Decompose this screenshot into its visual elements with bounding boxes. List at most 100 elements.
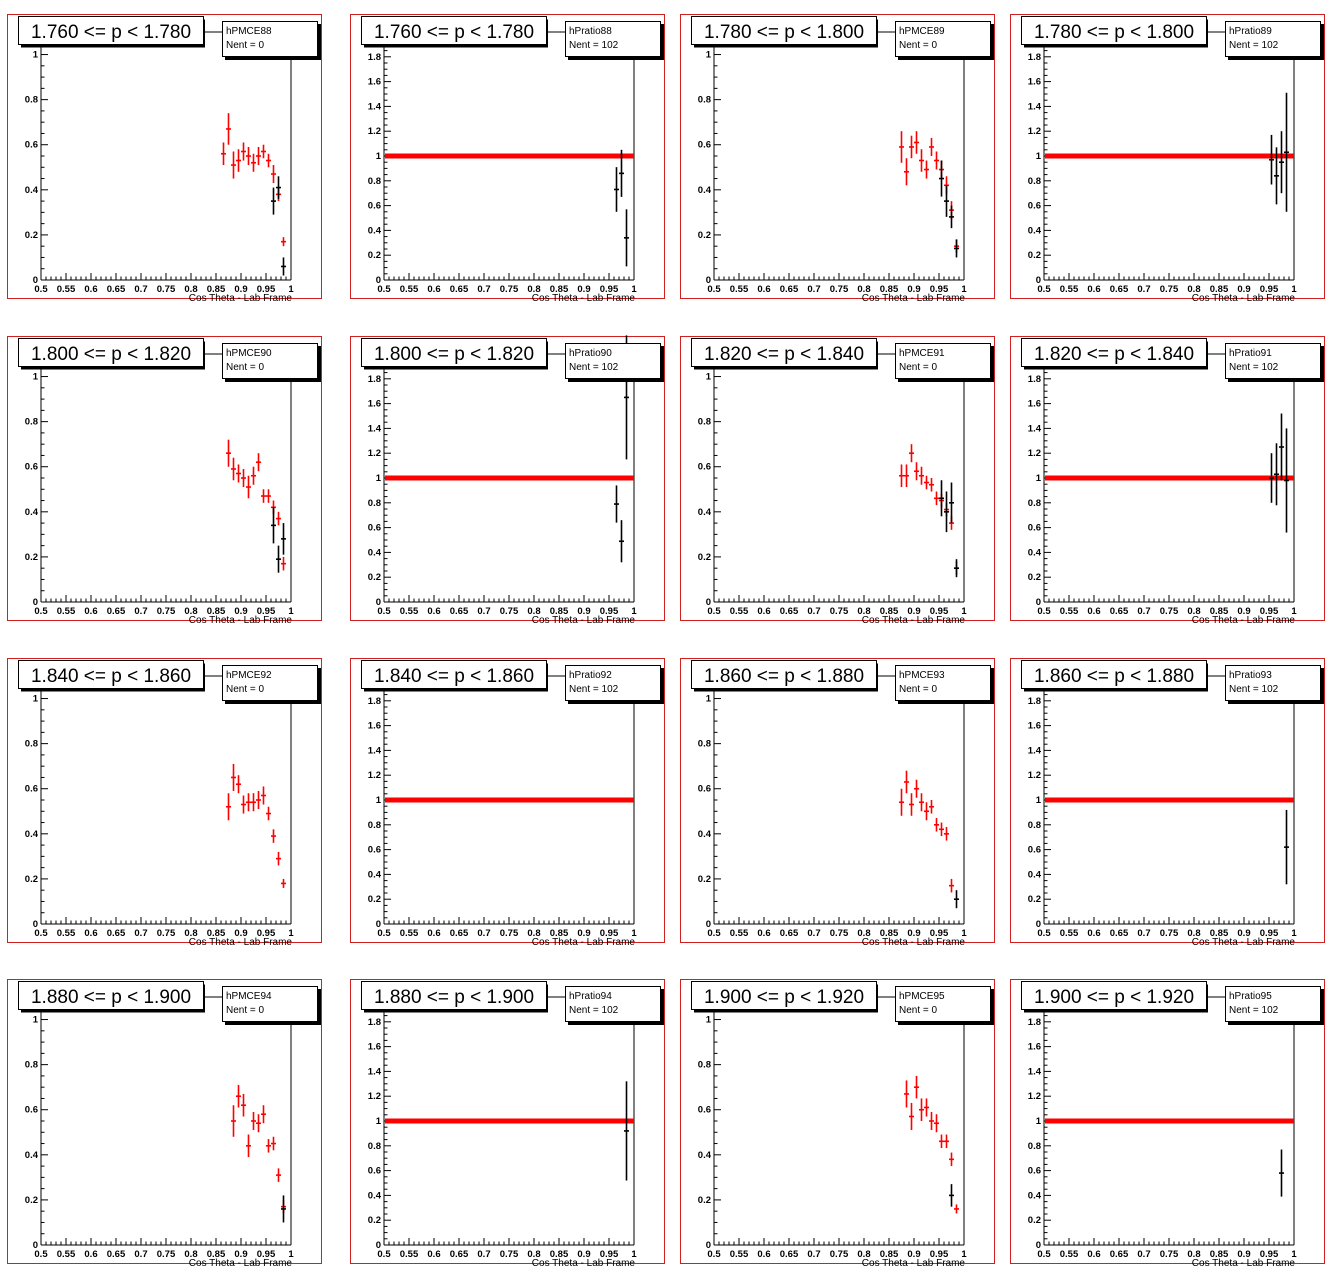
x-tick-label: 0.65 (1110, 928, 1129, 939)
stats-box (895, 665, 991, 701)
stats-box (1225, 343, 1321, 379)
y-tick-label: 0 (33, 919, 38, 930)
x-tick-label: 0.85 (880, 1249, 899, 1260)
chart-title: 1.860 <= p < 1.880 (1034, 666, 1194, 687)
x-tick-label: 0.65 (107, 1249, 126, 1260)
data-point (226, 793, 231, 821)
title-box (691, 660, 877, 689)
x-tick-label: 0.9 (577, 606, 590, 617)
data-point (949, 878, 954, 893)
y-tick-label: 1 (1036, 151, 1042, 162)
data-point (944, 1134, 949, 1149)
chart-title: 1.760 <= p < 1.780 (31, 22, 191, 43)
data-point (934, 818, 939, 832)
x-tick-label: 0.95 (257, 1249, 276, 1260)
data-point (266, 1139, 271, 1153)
title-box (361, 16, 547, 45)
stats-name: hPMCE89 (899, 26, 945, 37)
y-tick-label: 0.8 (1028, 176, 1041, 187)
title-box (361, 981, 547, 1010)
x-tick-label: 0.6 (84, 928, 97, 939)
x-tick-label: 0.65 (1110, 1249, 1129, 1260)
y-tick-label: 1 (33, 694, 39, 705)
data-point (1284, 428, 1289, 533)
data-point (949, 1152, 954, 1167)
data-point (939, 160, 944, 197)
data-point (251, 1111, 256, 1131)
data-point (266, 489, 271, 503)
data-point (256, 146, 261, 166)
y-tick-label: 1.2 (1028, 1091, 1041, 1102)
x-tick-label: 0.55 (400, 284, 419, 295)
data-point (914, 131, 919, 154)
title-box (1021, 16, 1207, 45)
x-tick-label: 0.6 (757, 606, 770, 617)
y-tick-label: 0.2 (368, 250, 381, 261)
data-point (246, 1134, 251, 1158)
y-tick-label: 0.6 (1028, 845, 1041, 856)
data-point (939, 822, 944, 837)
data-point (276, 851, 281, 866)
title-box (691, 16, 877, 45)
data-point (256, 453, 261, 472)
x-tick-label: 0.85 (880, 284, 899, 295)
y-tick-label: 0.2 (25, 552, 38, 563)
data-point (919, 466, 924, 485)
y-tick-label: 1.4 (368, 745, 382, 756)
x-tick-label: 0.5 (34, 1249, 48, 1260)
x-axis-title: Cos Theta - Lab Frame (1192, 1258, 1296, 1269)
chart-panel-9: 0.5 0.55 0.6 0.65 0.7 0.75 0.8 0.85 0.9 0.95 1 0 0.2… (7, 658, 322, 948)
data-point (949, 205, 954, 229)
stats-box (222, 986, 318, 1022)
data-point (929, 137, 934, 156)
stats-name: hPMCE88 (226, 26, 272, 37)
y-tick-label: 0.6 (698, 1105, 711, 1116)
x-tick-label: 0.7 (477, 928, 490, 939)
x-tick-label: 0.75 (500, 284, 519, 295)
x-tick-label: 0.85 (880, 928, 899, 939)
panel-frame (680, 979, 995, 1264)
stats-entries: Nent = 0 (899, 40, 938, 51)
chart-panel-7: 0.5 0.55 0.6 0.65 0.7 0.75 0.8 0.85 0.9 0.95 1 0 0.2… (680, 336, 995, 626)
data-point (1274, 147, 1279, 205)
stats-name: hPratio94 (569, 991, 612, 1002)
x-tick-label: 0.9 (234, 1249, 247, 1260)
x-tick-label: 0.7 (1137, 1249, 1150, 1260)
x-tick-label: 0.9 (907, 284, 920, 295)
stats-entries: Nent = 102 (569, 1005, 619, 1016)
y-tick-label: 0.4 (25, 507, 39, 518)
x-tick-label: 1 (288, 606, 294, 617)
data-point (246, 146, 251, 166)
x-tick-label: 0.55 (400, 606, 419, 617)
data-point (266, 153, 271, 168)
data-point (904, 770, 909, 794)
y-tick-label: 0.6 (698, 784, 711, 795)
x-tick-label: 0.5 (707, 284, 721, 295)
stats-box (895, 21, 991, 57)
data-point (909, 793, 914, 816)
x-tick-label: 0.85 (550, 606, 569, 617)
y-tick-label: 0.4 (1028, 869, 1042, 880)
data-point (914, 462, 919, 481)
y-tick-label: 1.4 (1028, 745, 1042, 756)
stats-entries: Nent = 102 (569, 40, 619, 51)
stats-name: hPMCE91 (899, 348, 945, 359)
x-tick-label: 0.6 (84, 606, 97, 617)
x-tick-label: 0.6 (427, 928, 440, 939)
y-tick-label: 1 (1036, 473, 1042, 484)
x-tick-label: 0.65 (780, 1249, 799, 1260)
y-tick-label: 1 (706, 372, 712, 383)
data-point (899, 788, 904, 816)
data-point (276, 545, 281, 573)
x-tick-label: 0.95 (600, 606, 619, 617)
data-point (281, 1195, 286, 1223)
stats-box (565, 986, 661, 1022)
x-tick-label: 0.65 (450, 606, 469, 617)
y-tick-label: 1.4 (1028, 101, 1042, 112)
data-point (256, 790, 261, 810)
stats-name: hPratio89 (1229, 26, 1272, 37)
data-point (924, 475, 929, 490)
chart-title: 1.840 <= p < 1.860 (31, 666, 191, 687)
x-tick-label: 0.5 (1037, 1249, 1051, 1260)
data-point (614, 167, 619, 212)
